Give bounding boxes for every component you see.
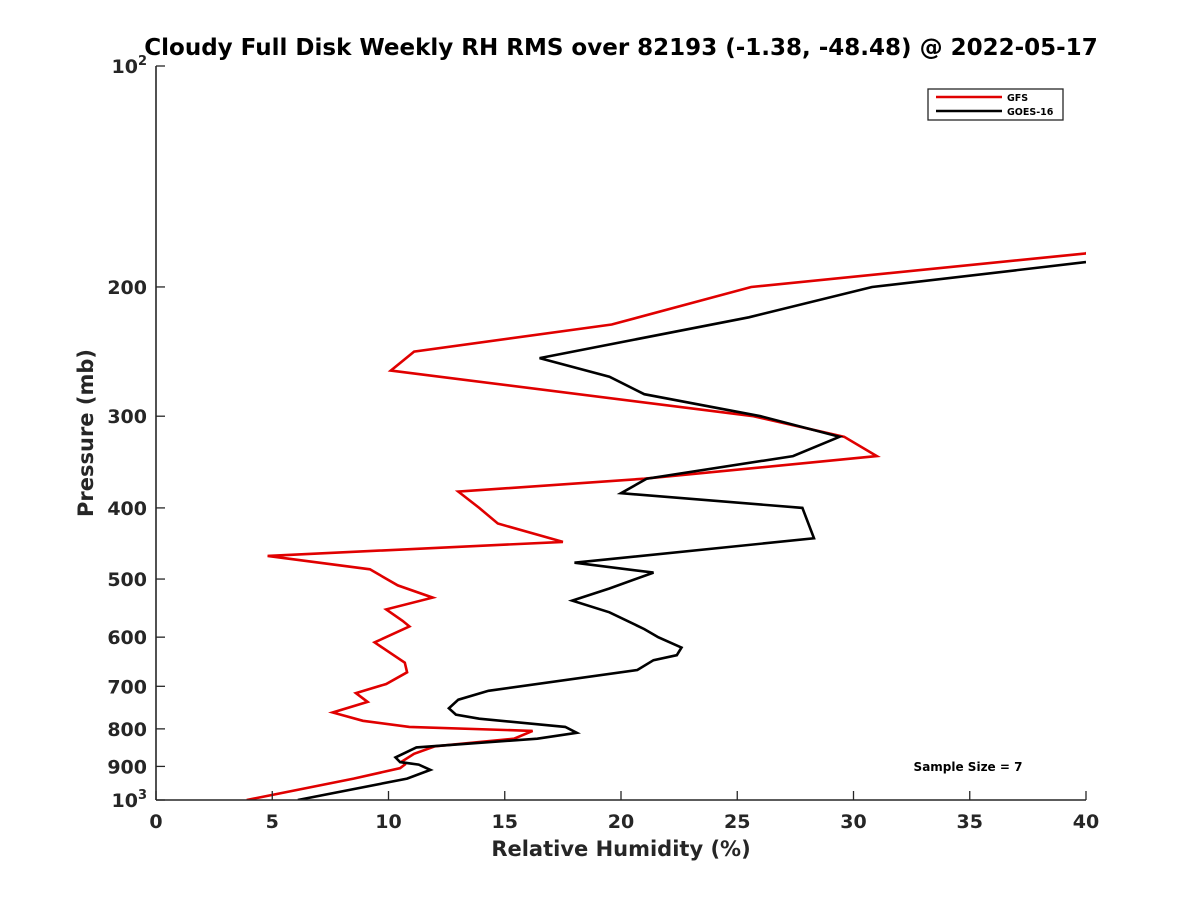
series-line-goes16: [297, 260, 1086, 800]
y-tick-label: 500: [107, 569, 147, 591]
axes: [155, 66, 1086, 801]
y-tick-label: 103: [112, 788, 148, 812]
x-axis-label: Relative Humidity (%): [491, 837, 750, 861]
chart-title: Cloudy Full Disk Weekly RH RMS over 8219…: [144, 35, 1097, 61]
y-tick-label: 102: [112, 54, 148, 78]
x-tick-label: 10: [375, 811, 401, 833]
x-tick-label: 5: [266, 811, 279, 833]
sample-size-annotation: Sample Size = 7: [914, 760, 1023, 774]
x-tick-label: 25: [724, 811, 750, 833]
y-tick-label: 900: [107, 756, 147, 778]
legend-box: [927, 88, 1064, 121]
legend: GFS GOES-16: [927, 88, 1064, 121]
y-tick-label: 600: [107, 627, 147, 649]
x-tick-label: 35: [957, 811, 983, 833]
x-tick-label: 40: [1073, 811, 1099, 833]
y-tick-label: 700: [107, 676, 147, 698]
legend-label-gfs: GFS: [1007, 93, 1028, 104]
x-tick-label: 15: [492, 811, 518, 833]
y-tick-label: 800: [107, 719, 147, 741]
y-tick-label: 200: [107, 277, 147, 299]
ticks-layer: 0 5 10 15 20 25 30 35 40 102 200 300 400 500 600 700 800…: [107, 54, 1099, 833]
y-tick-label: 400: [107, 498, 147, 520]
series-layer: [246, 251, 1086, 800]
y-tick-label: 300: [107, 406, 147, 428]
x-tick-label: 30: [840, 811, 866, 833]
x-tick-label: 20: [608, 811, 634, 833]
legend-label-goes16: GOES-16: [1007, 107, 1054, 118]
y-axis-label: Pressure (mb): [74, 349, 98, 517]
x-tick-label: 0: [149, 811, 162, 833]
series-line-gfs: [246, 251, 1086, 800]
